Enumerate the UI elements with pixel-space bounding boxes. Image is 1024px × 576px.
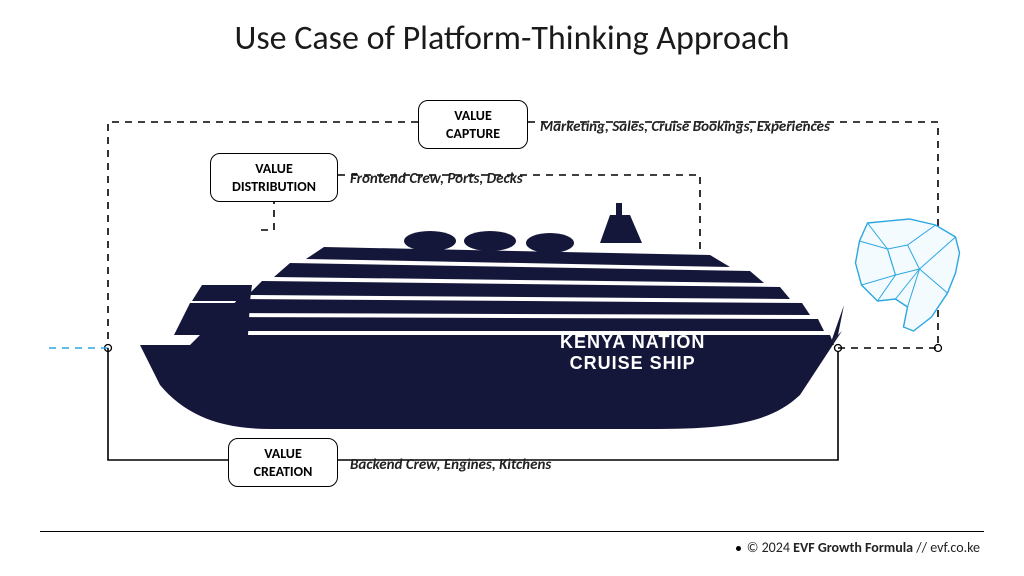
value-capture-desc: Marketing, Sales, Cruise Bookings, Exper… — [540, 118, 830, 136]
cruise-ship-graphic — [130, 185, 850, 435]
ship-label: KENYA NATION CRUISE SHIP — [560, 332, 705, 374]
value-distribution-desc: Frontend Crew, Ports, Decks — [350, 170, 523, 188]
value-creation-desc: Backend Crew, Engines, Kitchens — [350, 456, 551, 474]
ship-label-line2: CRUISE SHIP — [560, 353, 705, 374]
value-creation-box: VALUECREATION — [228, 438, 338, 487]
ship-label-line1: KENYA NATION — [560, 332, 705, 353]
kenya-map-icon — [845, 215, 970, 335]
value-distribution-box: VALUEDISTRIBUTION — [210, 153, 338, 202]
value-capture-box: VALUECAPTURE — [418, 100, 528, 149]
